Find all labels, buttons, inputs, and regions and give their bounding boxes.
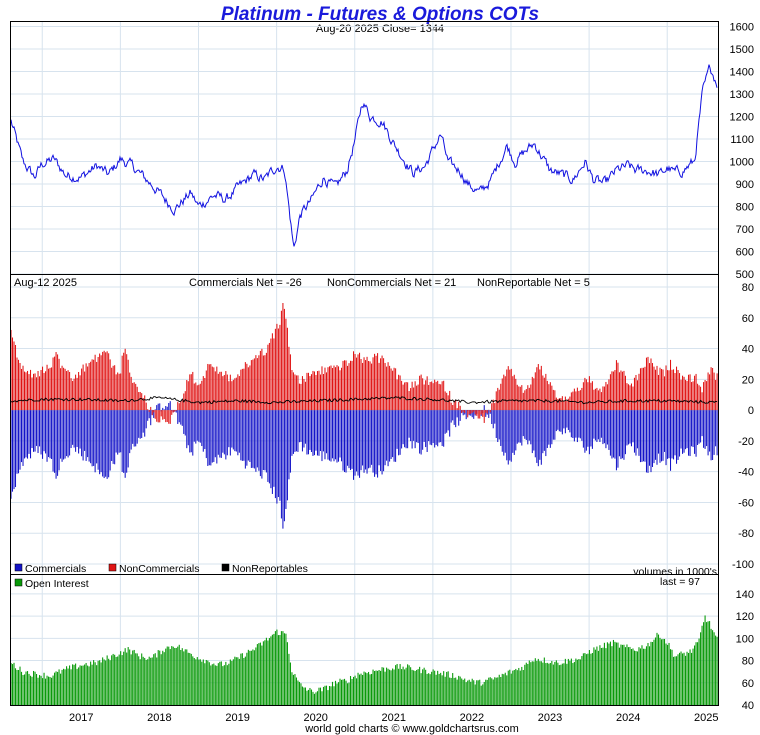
y-tick-label: 1000	[730, 157, 754, 169]
nonreportable-net-label: NonReportable Net = 5	[477, 277, 590, 289]
commercials-legend-swatch	[14, 563, 23, 572]
noncommercials-legend-swatch	[108, 563, 117, 572]
y-tick-label: 140	[736, 589, 754, 601]
y-axes: 5006007008009001000110012001300140015001…	[730, 22, 754, 713]
y-tick-label: 1100	[730, 134, 754, 146]
chart-title: Platinum - Futures & Options COTs	[221, 4, 539, 25]
oi-panel-frame	[10, 574, 719, 706]
y-tick-label: 40	[742, 700, 754, 712]
y-tick-label: 1400	[730, 67, 754, 79]
y-tick-label: -80	[738, 528, 754, 540]
x-tick-label: 2023	[538, 712, 562, 724]
nonreportables-line	[10, 396, 718, 405]
footer-credit: world gold charts © www.goldchartsrus.co…	[304, 723, 519, 735]
price-panel-frame	[10, 21, 719, 275]
y-tick-label: 1600	[730, 22, 754, 34]
y-tick-label: 120	[736, 611, 754, 623]
open-interest-panel	[10, 615, 718, 705]
x-tick-label: 2024	[616, 712, 640, 724]
net-positions-panel	[10, 302, 718, 529]
y-tick-label: -60	[738, 497, 754, 509]
y-tick-label: 500	[736, 269, 754, 281]
x-tick-label: 2020	[303, 712, 327, 724]
noncommercials-legend-label: NonCommercials	[119, 563, 200, 575]
y-tick-label: 40	[742, 344, 754, 356]
noncommercials-net-label: NonCommercials Net = 21	[327, 277, 456, 289]
price-panel	[10, 64, 718, 247]
x-tick-label: 2017	[69, 712, 93, 724]
y-tick-label: 0	[748, 405, 754, 417]
y-tick-label: 80	[742, 656, 754, 668]
y-tick-label: 600	[736, 247, 754, 259]
y-tick-label: 800	[736, 202, 754, 214]
net-legend: Commercials NonCommercials NonReportable…	[14, 563, 308, 575]
y-tick-label: 1200	[730, 112, 754, 124]
y-tick-label: 60	[742, 313, 754, 325]
nonreportables-legend-label: NonReportables	[232, 563, 308, 575]
cot-date-label: Aug-12 2025	[14, 277, 77, 289]
y-tick-label: -100	[732, 559, 754, 571]
x-tick-label: 2019	[225, 712, 249, 724]
x-tick-label: 2021	[382, 712, 406, 724]
y-tick-label: 20	[742, 374, 754, 386]
open-interest-legend-label: Open Interest	[25, 578, 89, 590]
y-tick-label: 1500	[730, 44, 754, 56]
y-tick-label: -40	[738, 467, 754, 479]
y-tick-label: -20	[738, 436, 754, 448]
y-tick-label: 700	[736, 224, 754, 236]
open-interest-legend-swatch	[14, 578, 23, 587]
y-tick-label: 900	[736, 179, 754, 191]
last-note: last = 97	[660, 576, 700, 588]
x-tick-label: 2018	[147, 712, 171, 724]
price-line	[10, 64, 718, 247]
price-info-label: Aug-20 2025 Close= 1344	[316, 23, 444, 35]
nonreportables-legend-swatch	[221, 563, 230, 572]
commercials-legend-label: Commercials	[25, 563, 86, 575]
y-tick-label: 60	[742, 678, 754, 690]
y-tick-label: 80	[742, 282, 754, 294]
commercials-net-label: Commercials Net = -26	[189, 277, 302, 289]
y-tick-label: 100	[736, 633, 754, 645]
volumes-note: volumes in 1000's	[633, 566, 717, 578]
x-tick-label: 2025	[694, 712, 718, 724]
x-axis: 2017 2018 2019 2020 2021 2022 2023 2024 2025	[69, 712, 718, 724]
grid-layer	[11, 22, 718, 706]
y-tick-label: 1300	[730, 89, 754, 101]
x-tick-label: 2022	[460, 712, 484, 724]
